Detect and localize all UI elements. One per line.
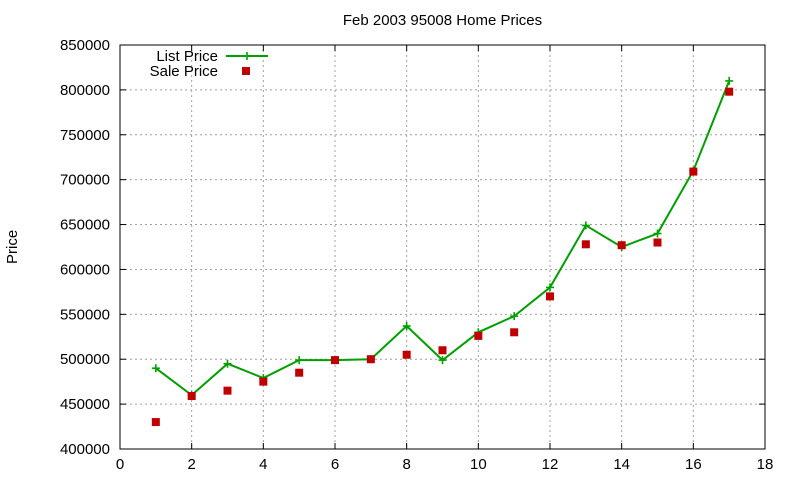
sale-price-point (438, 346, 447, 355)
sale-price-point (546, 292, 554, 301)
x-tick-label: 6 (331, 456, 339, 473)
sale-price-point (295, 368, 304, 377)
legend-marker-sale-price (242, 67, 250, 75)
sale-price-point (725, 87, 734, 96)
sale-price-point (366, 355, 375, 364)
sale-price-point (510, 328, 519, 337)
list-price-point (653, 229, 662, 238)
legend-label-sale-price: Sale Price (150, 63, 218, 80)
x-tick-label: 18 (757, 456, 774, 473)
chart-title: Feb 2003 95008 Home Prices (342, 12, 543, 29)
list-price-point (546, 283, 554, 292)
list-price-point (151, 364, 160, 373)
axis-ticks: 0 2 4 6 8 10 12 14 16 18 400000 450000 500000 550000 6… (60, 37, 773, 473)
legend-label-list-price: List Price (156, 48, 218, 65)
x-tick-label: 12 (542, 456, 559, 473)
sale-price-point (259, 377, 268, 386)
x-tick-label: 14 (613, 456, 630, 473)
sale-price-point (653, 238, 662, 247)
x-tick-label: 10 (470, 456, 487, 473)
list-price-point (402, 322, 411, 331)
y-tick-label: 400000 (60, 441, 110, 458)
sale-price-point (689, 167, 698, 176)
y-tick-label: 800000 (60, 82, 110, 99)
grid (120, 45, 765, 449)
list-price-point (295, 356, 304, 365)
y-tick-label: 650000 (60, 217, 110, 234)
sale-price-point (151, 418, 160, 427)
list-price-point (223, 359, 232, 368)
y-tick-label: 450000 (60, 396, 110, 413)
sale-price-point (223, 386, 232, 395)
x-tick-label: 8 (402, 456, 410, 473)
x-tick-label: 16 (685, 456, 702, 473)
list-price-point (510, 312, 519, 321)
y-tick-label: 750000 (60, 127, 110, 144)
list-price-point (581, 221, 590, 230)
x-tick-label: 0 (116, 456, 124, 473)
sale-price-point (474, 331, 483, 340)
x-tick-label: 2 (187, 456, 195, 473)
sale-price-point (331, 356, 339, 365)
series-layer (151, 76, 734, 427)
y-tick-label: 700000 (60, 172, 110, 189)
sale-price-point (617, 241, 626, 250)
sale-price-point (581, 240, 590, 249)
sale-price-point (187, 392, 196, 401)
list-price-point (725, 76, 734, 85)
y-tick-label: 500000 (60, 351, 110, 368)
list-price-point (438, 356, 447, 365)
y-tick-label: 850000 (60, 37, 110, 54)
y-tick-label: 600000 (60, 261, 110, 278)
plot-border (119, 44, 766, 450)
x-tick-label: 4 (259, 456, 267, 473)
legend-marker-list-price (243, 52, 251, 60)
sale-price-point (402, 350, 411, 359)
y-tick-label: 550000 (60, 306, 110, 323)
